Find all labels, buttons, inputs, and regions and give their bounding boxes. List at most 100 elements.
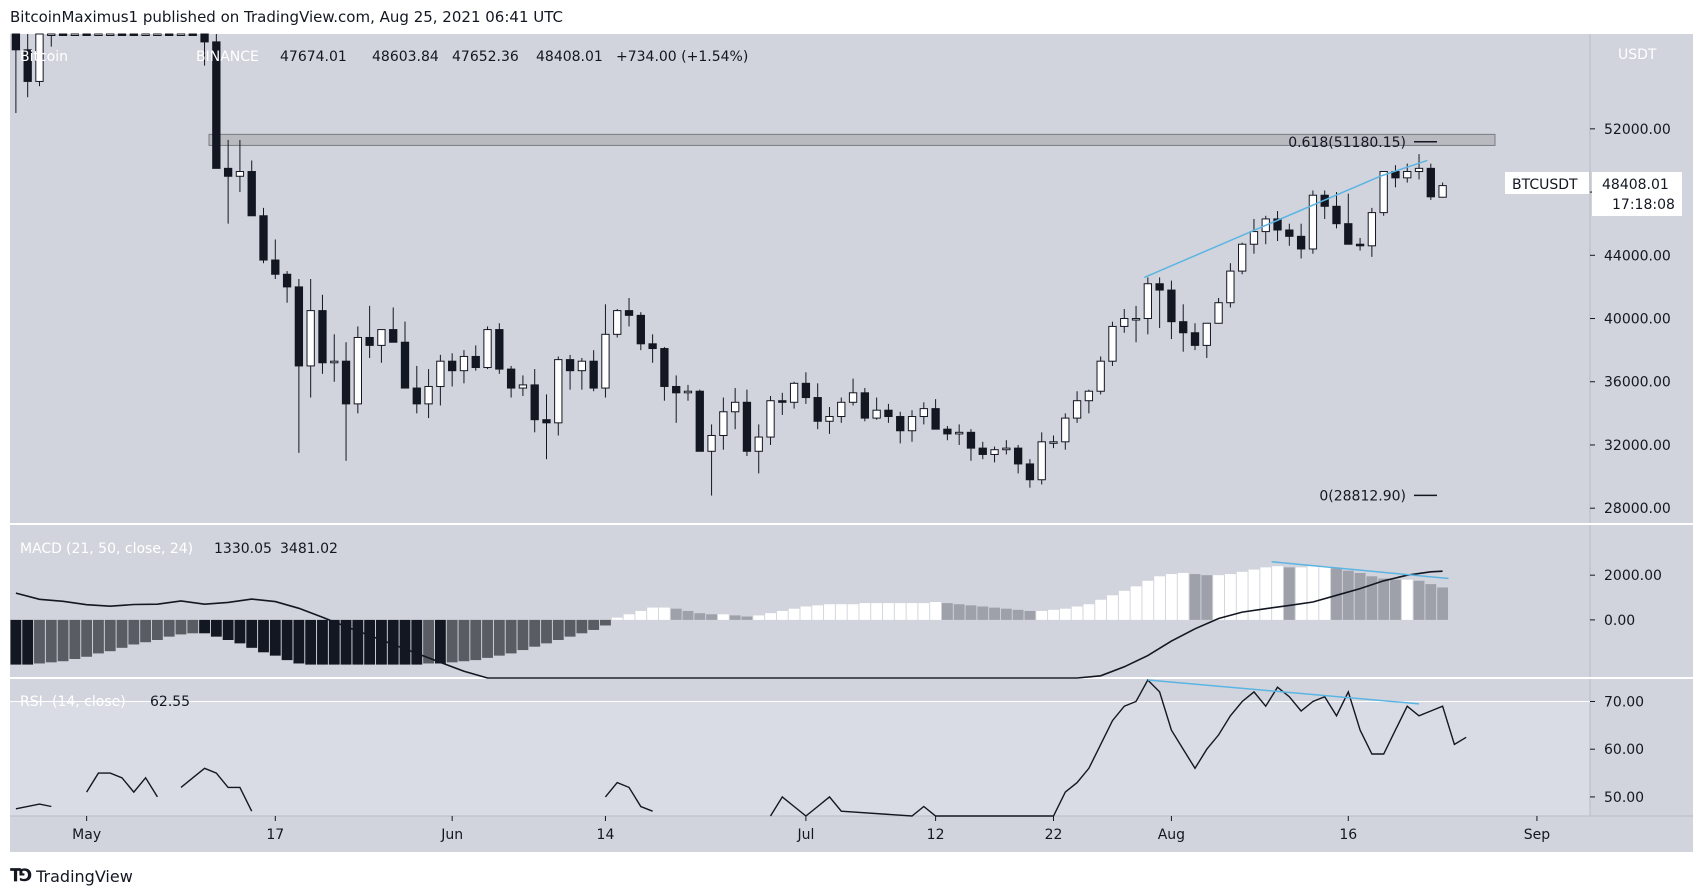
candle[interactable] [1285,223,1294,246]
candle[interactable] [1332,192,1341,229]
candle[interactable] [11,33,21,114]
candle[interactable] [318,294,327,374]
chart-canvas[interactable]: 52000.0048000.0044000.0040000.0036000.00… [0,0,1693,852]
candle[interactable] [789,381,799,409]
candle[interactable] [212,34,221,169]
candle[interactable] [117,33,127,36]
candle[interactable] [1238,242,1247,275]
candle[interactable] [1355,237,1365,251]
macd-divergence-line[interactable] [1271,561,1449,580]
candle[interactable] [707,424,716,496]
candle[interactable] [271,239,280,279]
candle[interactable] [919,402,928,425]
candle[interactable] [931,399,940,430]
candle[interactable] [813,383,822,430]
candle[interactable] [542,394,551,460]
candle[interactable] [1249,218,1259,254]
candle[interactable] [400,321,410,389]
candle[interactable] [1108,321,1117,366]
candle[interactable] [424,369,433,419]
candle[interactable] [436,354,445,406]
candle[interactable] [907,410,917,442]
candle[interactable] [884,403,893,423]
candle[interactable] [1296,223,1306,259]
candle[interactable] [1096,356,1105,395]
candle[interactable] [943,426,952,441]
candle[interactable] [70,33,80,36]
candle[interactable] [448,353,457,387]
candle[interactable] [848,378,858,406]
candle[interactable] [518,375,528,396]
candle[interactable] [506,365,516,398]
candle[interactable] [672,375,681,423]
candle[interactable] [412,365,421,414]
candle[interactable] [1002,440,1011,455]
candle[interactable] [695,389,704,452]
candle[interactable] [495,323,504,374]
candle[interactable] [1061,413,1070,450]
candle[interactable] [459,350,469,384]
candle[interactable] [165,33,174,36]
candle[interactable] [1190,323,1200,351]
candle[interactable] [966,429,976,461]
candle[interactable] [176,33,186,36]
resistance-zone[interactable] [208,133,1496,146]
candle[interactable] [978,441,987,460]
candle[interactable] [896,411,905,444]
candle[interactable] [872,397,881,420]
candle[interactable] [58,33,68,36]
candle[interactable] [200,33,209,66]
candle[interactable] [825,407,834,434]
candle[interactable] [613,309,622,338]
candle[interactable] [306,279,315,398]
candle[interactable] [188,33,197,36]
candle[interactable] [648,334,657,363]
candle[interactable] [1155,277,1164,328]
candle[interactable] [683,384,693,401]
candle[interactable] [141,33,150,36]
candle[interactable] [624,297,634,327]
candle[interactable] [801,372,811,404]
candle[interactable] [1049,435,1058,449]
candle[interactable] [1214,297,1223,324]
candle[interactable] [1202,322,1211,359]
candle[interactable] [106,33,115,36]
candle[interactable] [471,345,480,371]
candle[interactable] [330,334,339,382]
candle[interactable] [554,356,563,436]
candle[interactable] [636,312,645,351]
candle[interactable] [754,424,763,474]
candle[interactable] [82,33,91,36]
candle[interactable] [23,34,32,98]
price-trendline[interactable] [1379,159,1428,177]
candle[interactable] [860,388,870,422]
candle[interactable] [1037,432,1046,485]
candle[interactable] [955,424,964,445]
candle[interactable] [1379,171,1388,216]
candle[interactable] [577,358,587,390]
candle[interactable] [235,139,245,193]
candle[interactable] [766,395,775,445]
candle[interactable] [282,271,292,303]
candle[interactable] [778,392,787,415]
candle[interactable] [1131,305,1141,343]
rsi-divergence-line[interactable] [1147,679,1420,705]
last-price-marker[interactable]: BTCUSDT 48408.01 17:18:08 [1505,172,1682,216]
candle[interactable] [353,326,362,414]
candle[interactable] [483,326,492,370]
candle[interactable] [259,207,268,264]
candle[interactable] [94,33,103,36]
candle[interactable] [990,446,999,463]
candle[interactable] [1013,444,1023,474]
candle[interactable] [530,369,539,433]
candle[interactable] [365,305,374,359]
candle[interactable] [742,389,752,457]
candle[interactable] [1308,190,1318,254]
candle[interactable] [719,397,728,450]
candle[interactable] [1143,277,1152,335]
candle[interactable] [1438,182,1447,198]
candle[interactable] [377,329,386,363]
candle[interactable] [1414,154,1424,180]
candle[interactable] [1344,193,1353,245]
candle[interactable] [153,33,162,36]
